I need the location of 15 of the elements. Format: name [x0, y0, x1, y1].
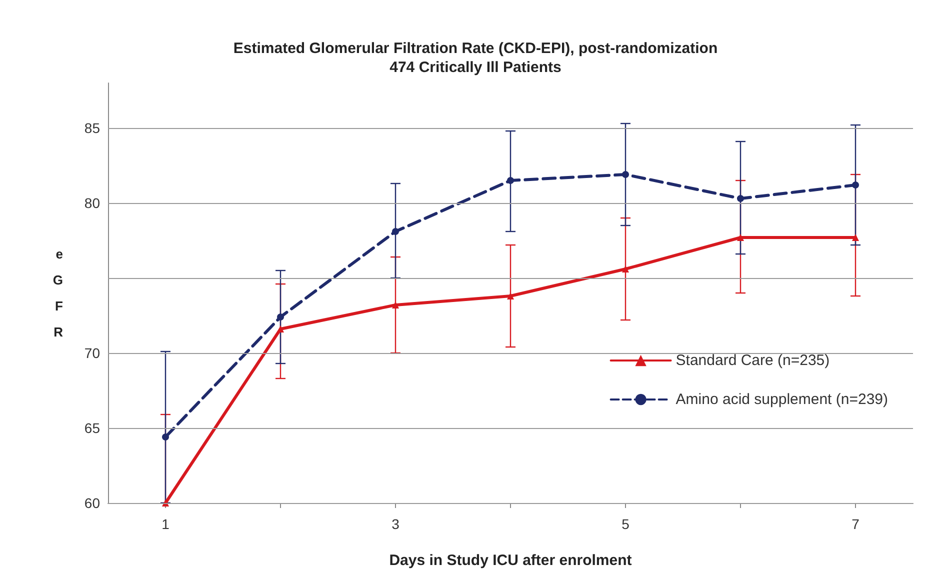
y-tick-label: 80 [84, 195, 100, 211]
chart-subtitle: 474 Critically Ill Patients [390, 59, 562, 76]
y-axis-title: eGFR [52, 246, 64, 340]
y-tick-label: 70 [84, 345, 100, 361]
y-tick-label: 85 [84, 120, 100, 136]
x-tick-label: 7 [852, 516, 860, 532]
y-tick-label: 60 [84, 495, 100, 511]
x-axis-title: Days in Study ICU after enrolment [389, 552, 632, 569]
legend-label: Amino acid supplement (n=239) [676, 391, 888, 408]
x-tick-label: 1 [162, 516, 170, 532]
chart-title: Estimated Glomerular Filtration Rate (CKD-EPI), post-randomization [233, 40, 718, 57]
x-tick-label: 3 [392, 516, 400, 532]
x-tick-label: 5 [622, 516, 630, 532]
legend-label: Standard Care (n=235) [676, 352, 830, 369]
y-tick-label: 65 [84, 420, 100, 436]
